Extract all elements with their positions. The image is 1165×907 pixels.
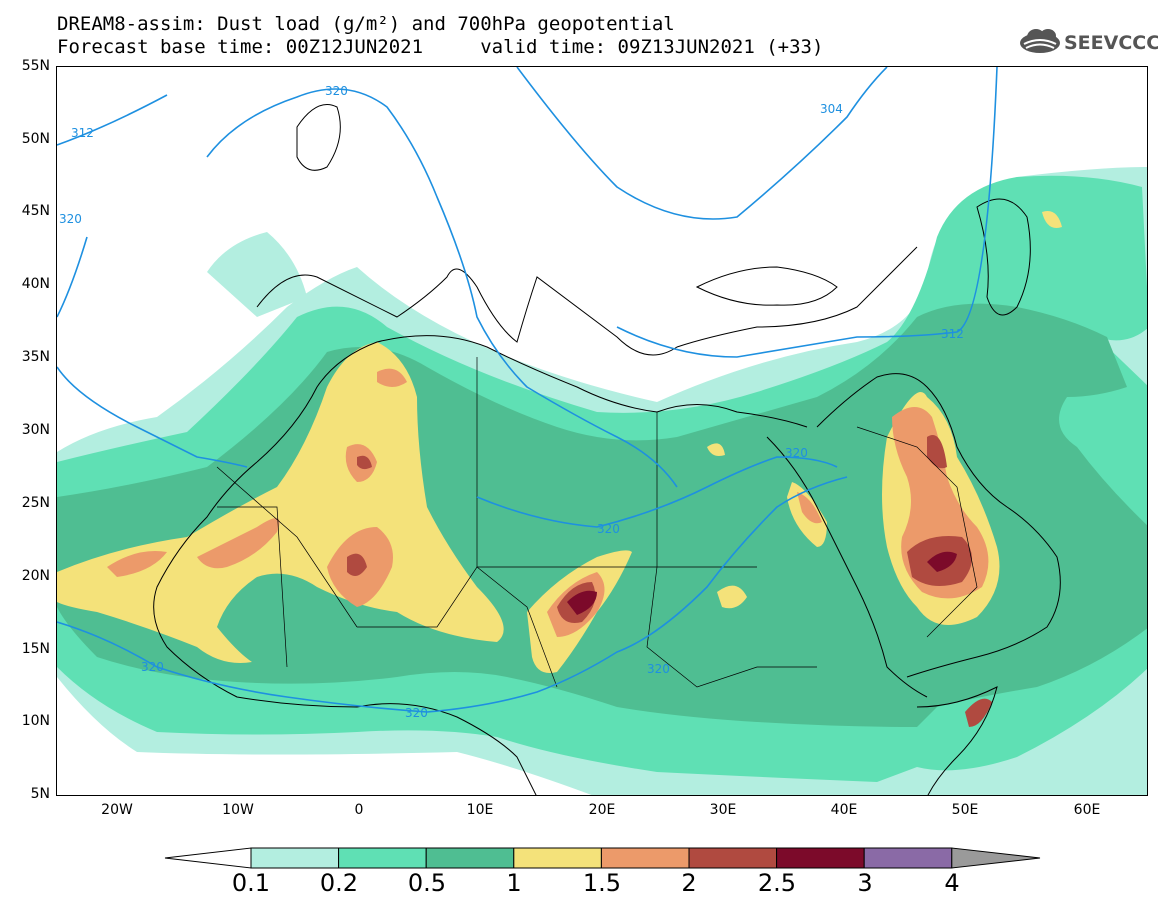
border-algeria-mali bbox=[216, 466, 358, 628]
seevccc-logo: SEEVCCC bbox=[1018, 26, 1160, 56]
contour-label: 320 bbox=[405, 706, 428, 720]
coastline-blacksea bbox=[695, 266, 838, 306]
dust-level-1-spot-b bbox=[707, 443, 725, 456]
lat-label: 15N bbox=[21, 641, 50, 657]
colorbar-level: 0.2 bbox=[319, 869, 359, 897]
lon-label: 60E bbox=[1073, 802, 1101, 818]
colorbar-level: 2 bbox=[681, 869, 697, 897]
contour-label: 304 bbox=[820, 102, 843, 116]
colorbar-segment bbox=[250, 847, 340, 869]
logo-text: SEEVCCC bbox=[1064, 32, 1158, 54]
dust-level-1.5-north bbox=[377, 368, 407, 387]
contour-320-south bbox=[57, 476, 848, 713]
lon-label: 0 bbox=[354, 802, 364, 818]
lon-label: 20E bbox=[588, 802, 616, 818]
colorbar-segment bbox=[776, 847, 865, 869]
border-sudan bbox=[646, 566, 817, 688]
lat-label: 5N bbox=[30, 786, 50, 802]
lat-label: 40N bbox=[21, 276, 50, 292]
contour-label: 320 bbox=[785, 446, 808, 460]
coastline-britain bbox=[296, 104, 341, 171]
coastline-europe bbox=[256, 246, 918, 356]
dust-level-2-gulf bbox=[927, 435, 947, 469]
contour-label: 312 bbox=[941, 327, 964, 341]
dust-level-1.5-west bbox=[107, 551, 167, 577]
dust-level-2-algeria bbox=[347, 553, 367, 576]
colorbar-segment bbox=[600, 847, 690, 869]
lat-label: 50N bbox=[21, 131, 50, 147]
contour-320-central bbox=[476, 456, 838, 528]
lon-label: 40E bbox=[830, 802, 858, 818]
dust-level-1-spot-a bbox=[717, 585, 747, 609]
dust-level-2.5-arabia bbox=[927, 551, 957, 572]
contour-label: 312 bbox=[71, 126, 94, 140]
lon-label: 10W bbox=[222, 802, 254, 818]
dust-level-2-somalia bbox=[965, 698, 992, 727]
colorbar-level: 3 bbox=[857, 869, 873, 897]
lat-label: 10N bbox=[21, 713, 50, 729]
lat-label: 45N bbox=[21, 203, 50, 219]
contour-label: 320 bbox=[647, 662, 670, 676]
dust-level-1.5 bbox=[197, 518, 280, 569]
coastline-caspian bbox=[976, 198, 1031, 316]
contour-label: 320 bbox=[597, 522, 620, 536]
colorbar-segment bbox=[688, 847, 778, 869]
border-saudi bbox=[856, 426, 978, 638]
colorbar-level: 1 bbox=[506, 869, 522, 897]
dust-level-1.5-redsea bbox=[797, 492, 822, 524]
coastline-redsea bbox=[766, 436, 928, 698]
lat-label: 25N bbox=[21, 495, 50, 511]
colorbar-segment-below bbox=[164, 847, 252, 869]
dust-level-0.1-north bbox=[207, 232, 307, 317]
contour-312-east bbox=[616, 67, 998, 358]
contour-label: 320 bbox=[141, 660, 164, 674]
lon-label: 30E bbox=[709, 802, 737, 818]
dust-level-1 bbox=[57, 342, 504, 663]
dust-load-map: 320 312 320 304 312 320 320 320 320 320 bbox=[56, 66, 1148, 796]
contour-label: 320 bbox=[325, 84, 348, 98]
coastline-africa-west bbox=[153, 461, 537, 795]
colorbar-segment bbox=[338, 847, 427, 869]
colorbar-level: 1.5 bbox=[582, 869, 622, 897]
colorbar-level: 0.5 bbox=[407, 869, 447, 897]
contour-320-main bbox=[57, 366, 248, 468]
border-niger-chad bbox=[357, 566, 558, 688]
colorbar-segment bbox=[425, 847, 515, 869]
lon-label: 20W bbox=[101, 802, 133, 818]
colorbar-level: 2.5 bbox=[757, 869, 797, 897]
dust-level-1-caspian bbox=[1042, 211, 1062, 228]
contour-304 bbox=[516, 67, 888, 220]
colorbar-segment bbox=[513, 847, 602, 869]
contour-312-west bbox=[57, 94, 168, 146]
dust-level-2-central bbox=[357, 455, 372, 470]
colorbar-segment bbox=[863, 847, 953, 869]
border-mali-west bbox=[217, 506, 288, 668]
lon-label: 50E bbox=[951, 802, 979, 818]
colorbar-level: 4 bbox=[944, 869, 960, 897]
colorbar-segment-above bbox=[951, 847, 1041, 869]
map-subtitle: Forecast base time: 00Z12JUN2021 valid t… bbox=[57, 36, 824, 58]
lat-label: 55N bbox=[21, 58, 50, 74]
dust-level-2.5-chad bbox=[567, 590, 597, 615]
lat-label: 30N bbox=[21, 422, 50, 438]
cloud-logo-icon bbox=[1020, 29, 1060, 53]
map-title: DREAM8-assim: Dust load (g/m²) and 700hP… bbox=[57, 13, 675, 35]
coastline-horn bbox=[916, 686, 998, 795]
coastline-arabia bbox=[816, 373, 1061, 678]
lat-label: 35N bbox=[21, 349, 50, 365]
contour-320-north bbox=[206, 88, 678, 488]
contour-label: 320 bbox=[59, 212, 82, 226]
lon-label: 10E bbox=[466, 802, 494, 818]
contour-320-west bbox=[57, 236, 88, 318]
colorbar-level: 0.1 bbox=[231, 869, 271, 897]
lat-label: 20N bbox=[21, 568, 50, 584]
coastline-africa-north bbox=[256, 335, 808, 463]
colorbar bbox=[0, 838, 1165, 907]
